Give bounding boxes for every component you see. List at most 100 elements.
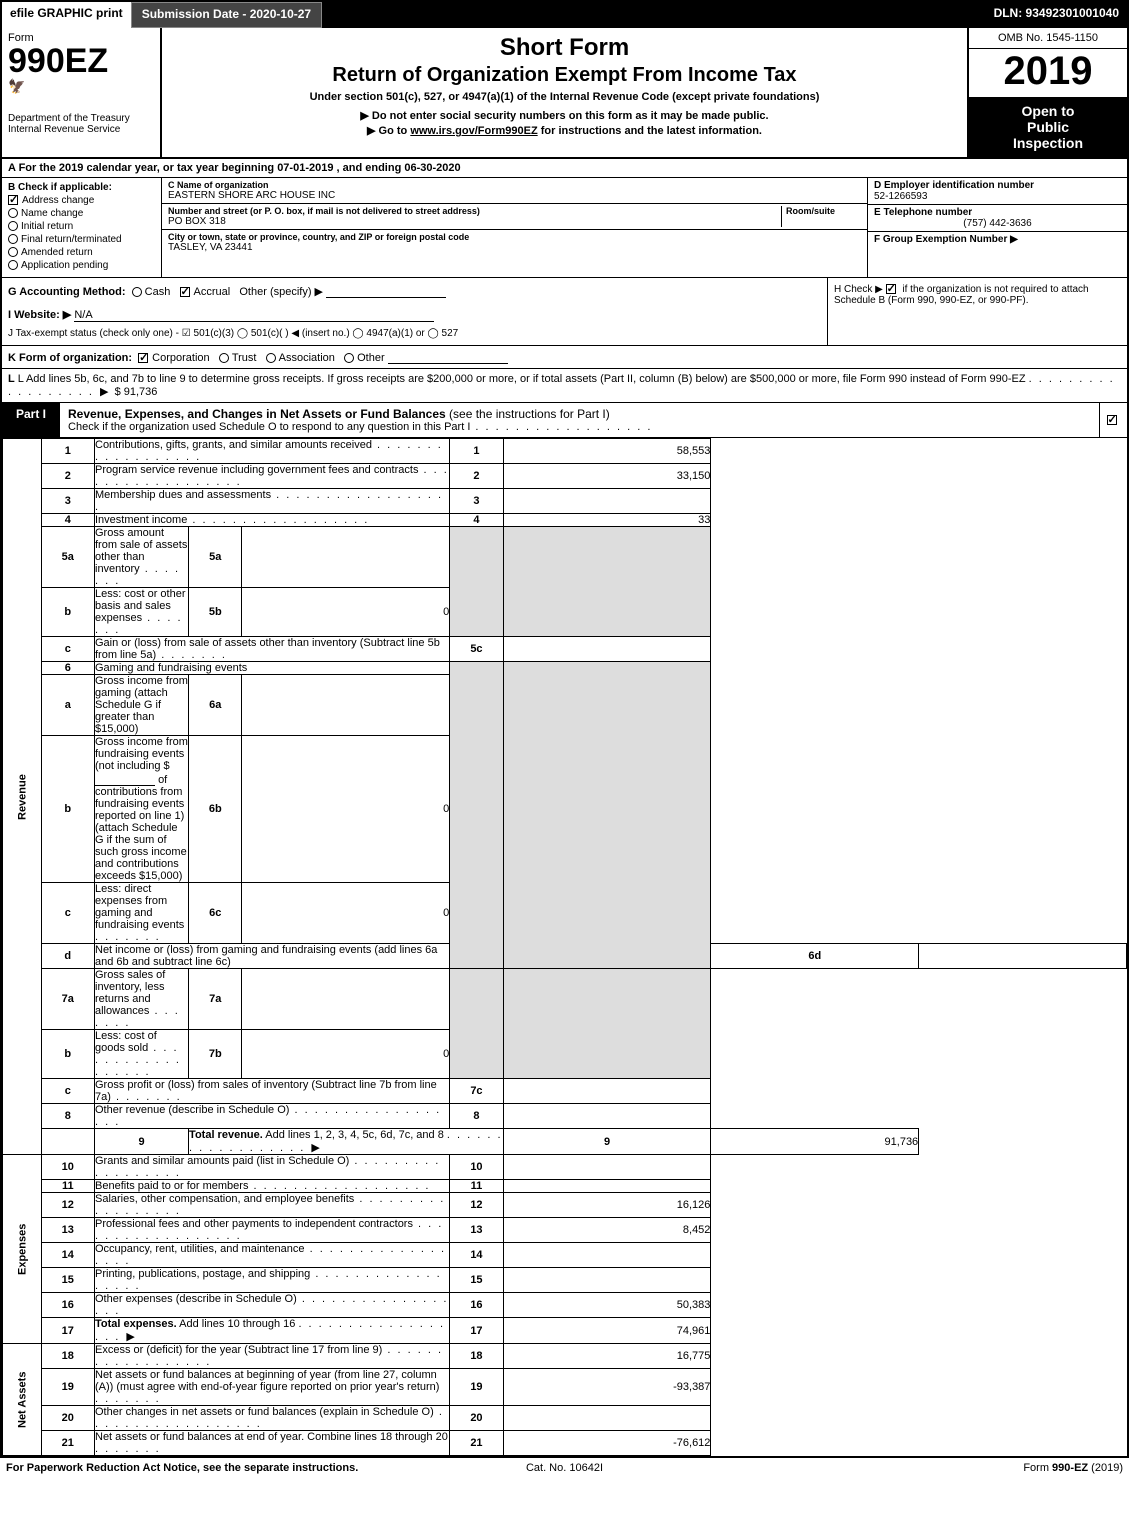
irs-link[interactable]: www.irs.gov/Form990EZ — [410, 125, 537, 137]
revenue-vlabel: Revenue — [3, 439, 42, 1155]
header-center: Short Form Return of Organization Exempt… — [162, 28, 967, 157]
form-number: 990EZ — [8, 44, 154, 78]
topbar-spacer — [322, 2, 985, 28]
dept-irs: Internal Revenue Service — [8, 124, 154, 135]
line-14: 14 Occupancy, rent, utilities, and maint… — [3, 1243, 1127, 1268]
line-6b-contrib-field[interactable] — [95, 772, 155, 786]
d-ein: D Employer identification number 52-1266… — [868, 178, 1127, 205]
line-19-amt: -93,387 — [503, 1369, 711, 1406]
line-20: 20 Other changes in net assets or fund b… — [3, 1406, 1127, 1431]
line-16: 16 Other expenses (describe in Schedule … — [3, 1293, 1127, 1318]
radio-icon — [8, 234, 18, 244]
i-website-value: N/A — [74, 309, 434, 322]
chk-address-change[interactable]: Address change — [8, 195, 155, 206]
checkbox-icon[interactable] — [886, 284, 896, 294]
part1-header: Part I Revenue, Expenses, and Changes in… — [2, 403, 1127, 438]
line-18-amt: 16,775 — [503, 1344, 711, 1369]
tax-year: 2019 — [969, 49, 1127, 97]
c-name-label: C Name of organization — [168, 180, 861, 190]
col-b-checkboxes: B Check if applicable: Address change Na… — [2, 178, 162, 277]
chk-initial-return[interactable]: Initial return — [8, 221, 155, 232]
l-amount: $ 91,736 — [115, 386, 158, 398]
arrow-icon — [123, 1331, 137, 1343]
col-def: D Employer identification number 52-1266… — [867, 178, 1127, 277]
open-to-public: Open to Public Inspection — [969, 97, 1127, 157]
line-4: 4 Investment income 4 33 — [3, 514, 1127, 527]
line-6b-inner: 0 — [242, 736, 450, 883]
form-header: Form 990EZ 🦅 Department of the Treasury … — [2, 28, 1127, 159]
arrow-icon — [97, 386, 111, 398]
radio-icon — [8, 221, 18, 231]
c-city-value: TASLEY, VA 23441 — [168, 242, 861, 253]
chk-application-pending[interactable]: Application pending — [8, 260, 155, 271]
line-7a: 7a Gross sales of inventory, less return… — [3, 969, 1127, 1030]
line-10-amt — [503, 1155, 711, 1180]
line-9: 9 Total revenue. Total revenue. Add line… — [3, 1129, 1127, 1155]
dln: DLN: 93492301001040 — [986, 2, 1127, 28]
line-12-amt: 16,126 — [503, 1193, 711, 1218]
part1-schedule-o-check[interactable] — [1099, 403, 1127, 437]
footer-form-ref: Form 990-EZ (2019) — [751, 1462, 1123, 1474]
expenses-vlabel: Expenses — [3, 1155, 42, 1344]
line-5a: 5a Gross amount from sale of assets othe… — [3, 527, 1127, 588]
d-value: 52-1266593 — [874, 191, 1121, 202]
l-gross-receipts: L L Add lines 5b, 6c, and 7b to line 9 t… — [2, 369, 1127, 403]
radio-icon[interactable] — [344, 353, 354, 363]
line-2: 2 Program service revenue including gove… — [3, 464, 1127, 489]
d-label: D Employer identification number — [874, 180, 1121, 191]
line-12: 12 Salaries, other compensation, and emp… — [3, 1193, 1127, 1218]
efile-graphic-print[interactable]: efile GRAPHIC print — [2, 2, 131, 28]
line-6: 6 Gaming and fundraising events — [3, 662, 1127, 675]
chk-name-change[interactable]: Name change — [8, 208, 155, 219]
radio-icon — [8, 208, 18, 218]
chk-amended-return[interactable]: Amended return — [8, 247, 155, 258]
line-16-amt: 50,383 — [503, 1293, 711, 1318]
l-text: L Add lines 5b, 6c, and 7b to line 9 to … — [18, 373, 1026, 385]
line-4-amt: 33 — [503, 514, 711, 527]
line-13-amt: 8,452 — [503, 1218, 711, 1243]
part1-tab: Part I — [2, 403, 60, 437]
radio-icon[interactable] — [266, 353, 276, 363]
netassets-vlabel: Net Assets — [3, 1344, 42, 1456]
line-18: Net Assets 18 Excess or (deficit) for th… — [3, 1344, 1127, 1369]
radio-icon[interactable] — [219, 353, 229, 363]
e-value: (757) 442-3636 — [874, 218, 1121, 229]
k-other-field[interactable] — [388, 350, 508, 364]
header-right: OMB No. 1545-1150 2019 Open to Public In… — [967, 28, 1127, 157]
checkbox-icon[interactable] — [138, 353, 148, 363]
c-street-value: PO BOX 318 — [168, 216, 781, 227]
j-line: J Tax-exempt status (check only one) - ☑… — [8, 328, 821, 339]
k-form-of-org: K Form of organization: Corporation Trus… — [2, 346, 1127, 369]
g-other-field[interactable] — [326, 284, 446, 298]
c-city-label: City or town, state or province, country… — [168, 232, 861, 242]
c-street-label: Number and street (or P. O. box, if mail… — [168, 206, 781, 216]
line-10: Expenses 10 Grants and similar amounts p… — [3, 1155, 1127, 1180]
h-schedule-b: H Check ▶ if the organization is not req… — [827, 278, 1127, 345]
under-section: Under section 501(c), 527, or 4947(a)(1)… — [170, 91, 959, 103]
goto-pre: ▶ Go to — [367, 125, 410, 137]
irs-eagle-icon: 🦅 — [8, 78, 25, 94]
k-label: K Form of organization: — [8, 352, 132, 364]
line-5c-amt — [503, 637, 711, 662]
checkbox-icon[interactable] — [180, 287, 190, 297]
header-left: Form 990EZ 🦅 Department of the Treasury … — [2, 28, 162, 157]
line-5b-inner: 0 — [242, 588, 450, 637]
line-2-amt: 33,150 — [503, 464, 711, 489]
line-8-amt — [503, 1104, 711, 1129]
c-street: Number and street (or P. O. box, if mail… — [162, 204, 867, 230]
chk-final-return[interactable]: Final return/terminated — [8, 234, 155, 245]
f-label: F Group Exemption Number ▶ — [874, 234, 1018, 245]
open-line3: Inspection — [973, 135, 1123, 151]
goto-post: for instructions and the latest informat… — [541, 125, 762, 137]
line-11: 11 Benefits paid to or for members 11 — [3, 1180, 1127, 1193]
radio-icon[interactable] — [132, 287, 142, 297]
gh-row: G Accounting Method: Cash Accrual Other … — [2, 278, 1127, 346]
line-8: 8 Other revenue (describe in Schedule O)… — [3, 1104, 1127, 1129]
row-a-tax-year: A For the 2019 calendar year, or tax yea… — [2, 159, 1127, 178]
e-phone: E Telephone number (757) 442-3636 — [868, 205, 1127, 232]
e-label: E Telephone number — [874, 207, 1121, 218]
short-form-title: Short Form — [170, 34, 959, 62]
line-6c-inner: 0 — [242, 883, 450, 944]
line-5c: c Gain or (loss) from sale of assets oth… — [3, 637, 1127, 662]
i-label: I Website: ▶ — [8, 309, 71, 321]
